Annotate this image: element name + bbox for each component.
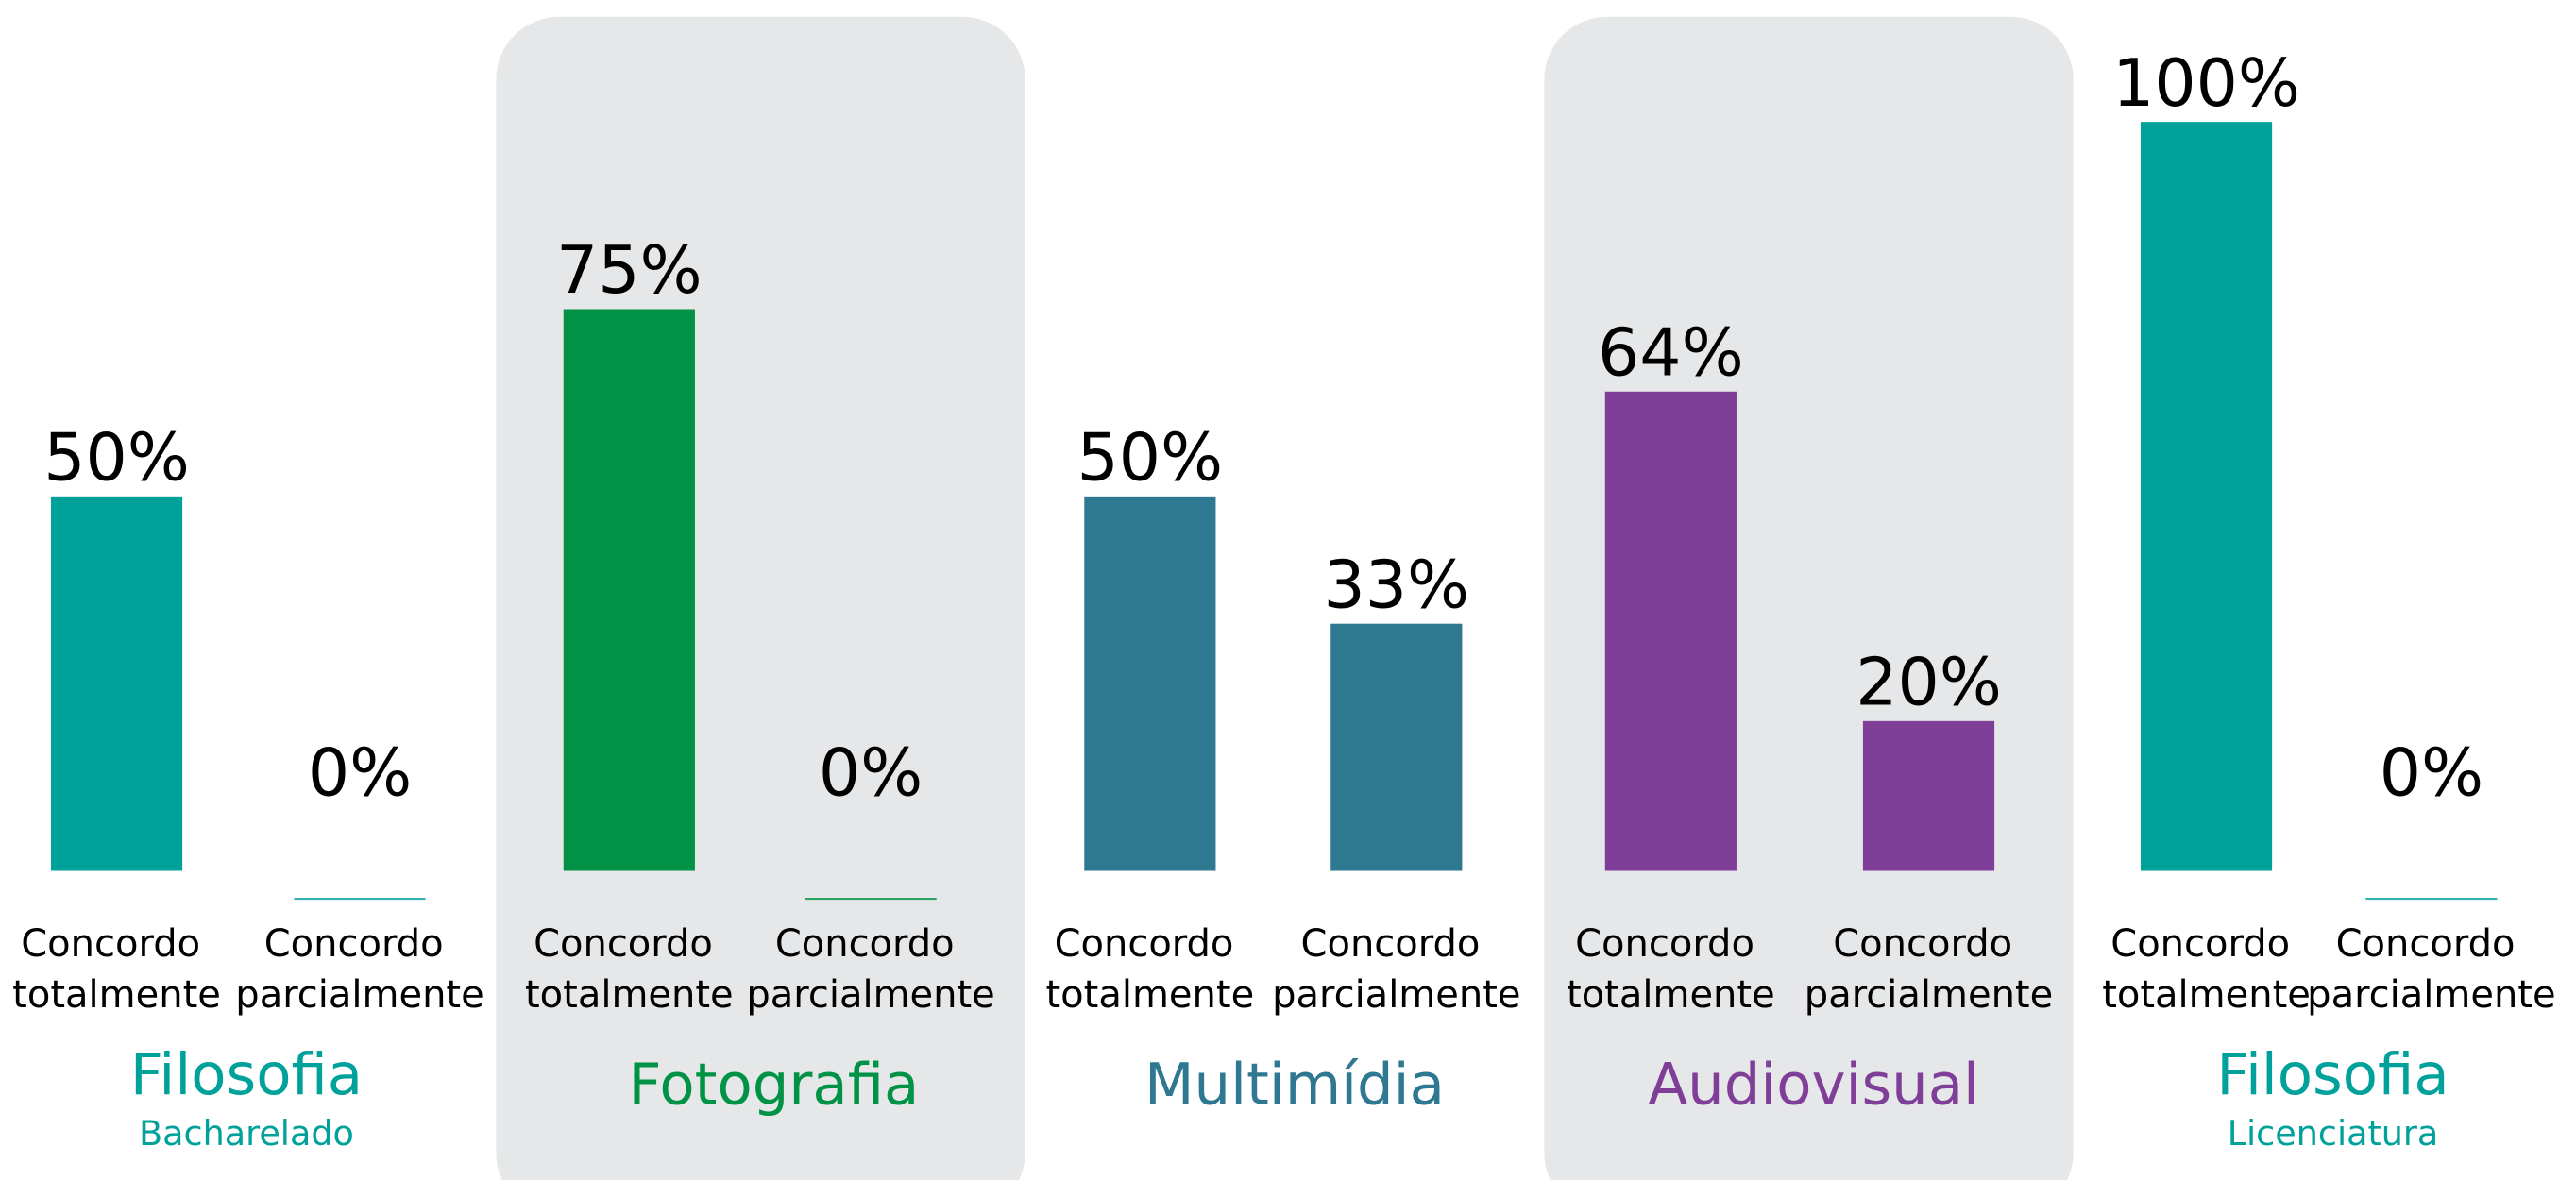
group-subtitle: Bacharelado: [139, 1113, 354, 1154]
group-title: Audiovisual: [1648, 1052, 1978, 1119]
group-title: Fotografia: [629, 1052, 920, 1119]
category-label: Concordo totalmente: [1046, 922, 1255, 1017]
category-label: Concordo parcialmente: [235, 922, 483, 1017]
category-label: Concordo parcialmente: [2307, 922, 2555, 1017]
value-label: 0%: [2380, 734, 2483, 811]
value-label: 0%: [308, 734, 412, 811]
category-label: Concordo parcialmente: [1805, 922, 2053, 1017]
bar: [1330, 623, 1463, 871]
category-label: Concordo parcialmente: [746, 922, 994, 1017]
bar: [2140, 122, 2273, 871]
panel: [1544, 16, 2074, 1180]
group-title: Filosofia: [130, 1041, 363, 1108]
value-label: 0%: [819, 734, 923, 811]
group-title: Filosofia: [2216, 1041, 2449, 1108]
category-label: Concordo totalmente: [2102, 922, 2311, 1017]
group-subtitle: Licenciatura: [2228, 1113, 2439, 1154]
category-label: Concordo totalmente: [12, 922, 221, 1017]
bar: [50, 496, 183, 871]
bar: [1084, 496, 1216, 871]
bar: [1604, 391, 1737, 871]
category-label: Concordo totalmente: [525, 922, 734, 1017]
value-label: 50%: [1077, 419, 1224, 496]
value-label: 64%: [1598, 314, 1744, 391]
category-label: Concordo parcialmente: [1272, 922, 1520, 1017]
value-label: 100%: [2112, 45, 2300, 122]
group-title: Multimídia: [1144, 1052, 1445, 1119]
category-label: Concordo totalmente: [1567, 922, 1775, 1017]
panel: [496, 16, 1025, 1180]
bar: [563, 309, 695, 871]
value-label: 75%: [556, 232, 703, 309]
value-label: 33%: [1323, 547, 1469, 623]
bar: [1862, 720, 1995, 871]
value-label: 50%: [43, 419, 190, 496]
value-label: 20%: [1856, 644, 2002, 720]
